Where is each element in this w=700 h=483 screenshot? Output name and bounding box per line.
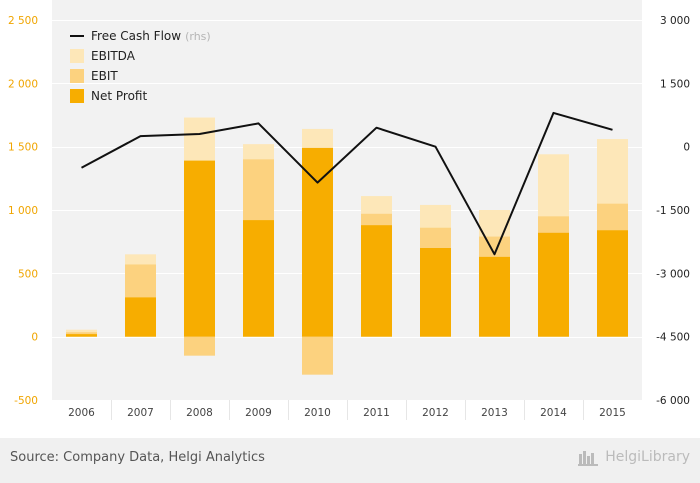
left-tick-label: 2 000 bbox=[8, 78, 38, 90]
right-axis-ticks: -6 000 -4 500 -3 000 -1 500 0 1 500 3 000 bbox=[656, 15, 690, 407]
right-tick-label: 1 500 bbox=[660, 78, 690, 90]
legend-color-swatch bbox=[70, 89, 84, 103]
bar-ebit bbox=[302, 336, 333, 375]
brand-name: HelgiLibrary bbox=[605, 449, 690, 465]
combo-chart: -500 0 500 1 000 1 500 2 000 2 500 -6 000 -4 50… bbox=[8, 0, 690, 420]
legend: Free Cash Flow (rhs) EBITDA EBIT Net Profit bbox=[70, 29, 211, 103]
bar-net-profit bbox=[184, 160, 215, 337]
bar-net-profit bbox=[125, 297, 156, 337]
right-tick-label: -4 500 bbox=[656, 332, 690, 344]
x-tick-label: 2009 bbox=[245, 407, 272, 419]
bar-net-profit bbox=[479, 256, 510, 337]
bar-net-profit bbox=[243, 220, 274, 337]
fcf-line-group bbox=[81, 111, 613, 256]
left-tick-label: 1 500 bbox=[8, 142, 38, 154]
x-tick-label: 2007 bbox=[127, 407, 154, 419]
left-tick-label: 0 bbox=[31, 332, 38, 344]
bar-net-profit bbox=[361, 225, 392, 337]
x-axis: 2006 2007 2008 2009 2010 2011 2012 2013 2014 2015 bbox=[68, 407, 626, 419]
bars bbox=[66, 117, 628, 375]
x-tick-label: 2008 bbox=[186, 407, 213, 419]
right-tick-label: 3 000 bbox=[660, 15, 690, 27]
legend-color-swatch bbox=[70, 69, 84, 83]
library-icon bbox=[578, 451, 599, 466]
left-tick-label: 1 000 bbox=[8, 205, 38, 217]
legend-label: EBITDA bbox=[91, 49, 136, 63]
right-tick-label: -6 000 bbox=[656, 395, 690, 407]
bar-net-profit bbox=[302, 147, 333, 337]
x-tick-label: 2014 bbox=[540, 407, 567, 419]
left-axis-ticks: -500 0 500 1 000 1 500 2 000 2 500 bbox=[8, 15, 38, 407]
legend-color-swatch bbox=[70, 49, 84, 63]
bar-net-profit bbox=[538, 232, 569, 337]
bar-net-profit bbox=[66, 334, 97, 337]
x-tick-label: 2010 bbox=[304, 407, 331, 419]
bar-net-profit bbox=[597, 230, 628, 337]
legend-rhs-note: (rhs) bbox=[185, 30, 211, 43]
x-tick-label: 2012 bbox=[422, 407, 449, 419]
left-tick-label: -500 bbox=[14, 395, 38, 407]
left-tick-label: 2 500 bbox=[8, 15, 38, 27]
legend-label: Net Profit bbox=[91, 89, 147, 103]
left-tick-label: 500 bbox=[18, 268, 38, 280]
x-tick-label: 2006 bbox=[68, 407, 95, 419]
bar-net-profit bbox=[420, 248, 451, 337]
source-note: Source: Company Data, Helgi Analytics bbox=[10, 450, 265, 465]
right-tick-label: 0 bbox=[683, 142, 690, 154]
legend-label: EBIT bbox=[91, 69, 118, 83]
brand-logo: HelgiLibrary bbox=[578, 448, 690, 466]
right-tick-label: -1 500 bbox=[656, 205, 690, 217]
x-tick-label: 2015 bbox=[599, 407, 626, 419]
x-tick-label: 2013 bbox=[481, 407, 508, 419]
right-tick-label: -3 000 bbox=[656, 268, 690, 280]
fcf-line bbox=[81, 111, 613, 256]
bar-ebit bbox=[184, 336, 215, 356]
legend-label: Free Cash Flow (rhs) bbox=[91, 29, 211, 43]
x-tick-label: 2011 bbox=[363, 407, 390, 419]
footer: Source: Company Data, Helgi Analytics He… bbox=[0, 438, 700, 483]
